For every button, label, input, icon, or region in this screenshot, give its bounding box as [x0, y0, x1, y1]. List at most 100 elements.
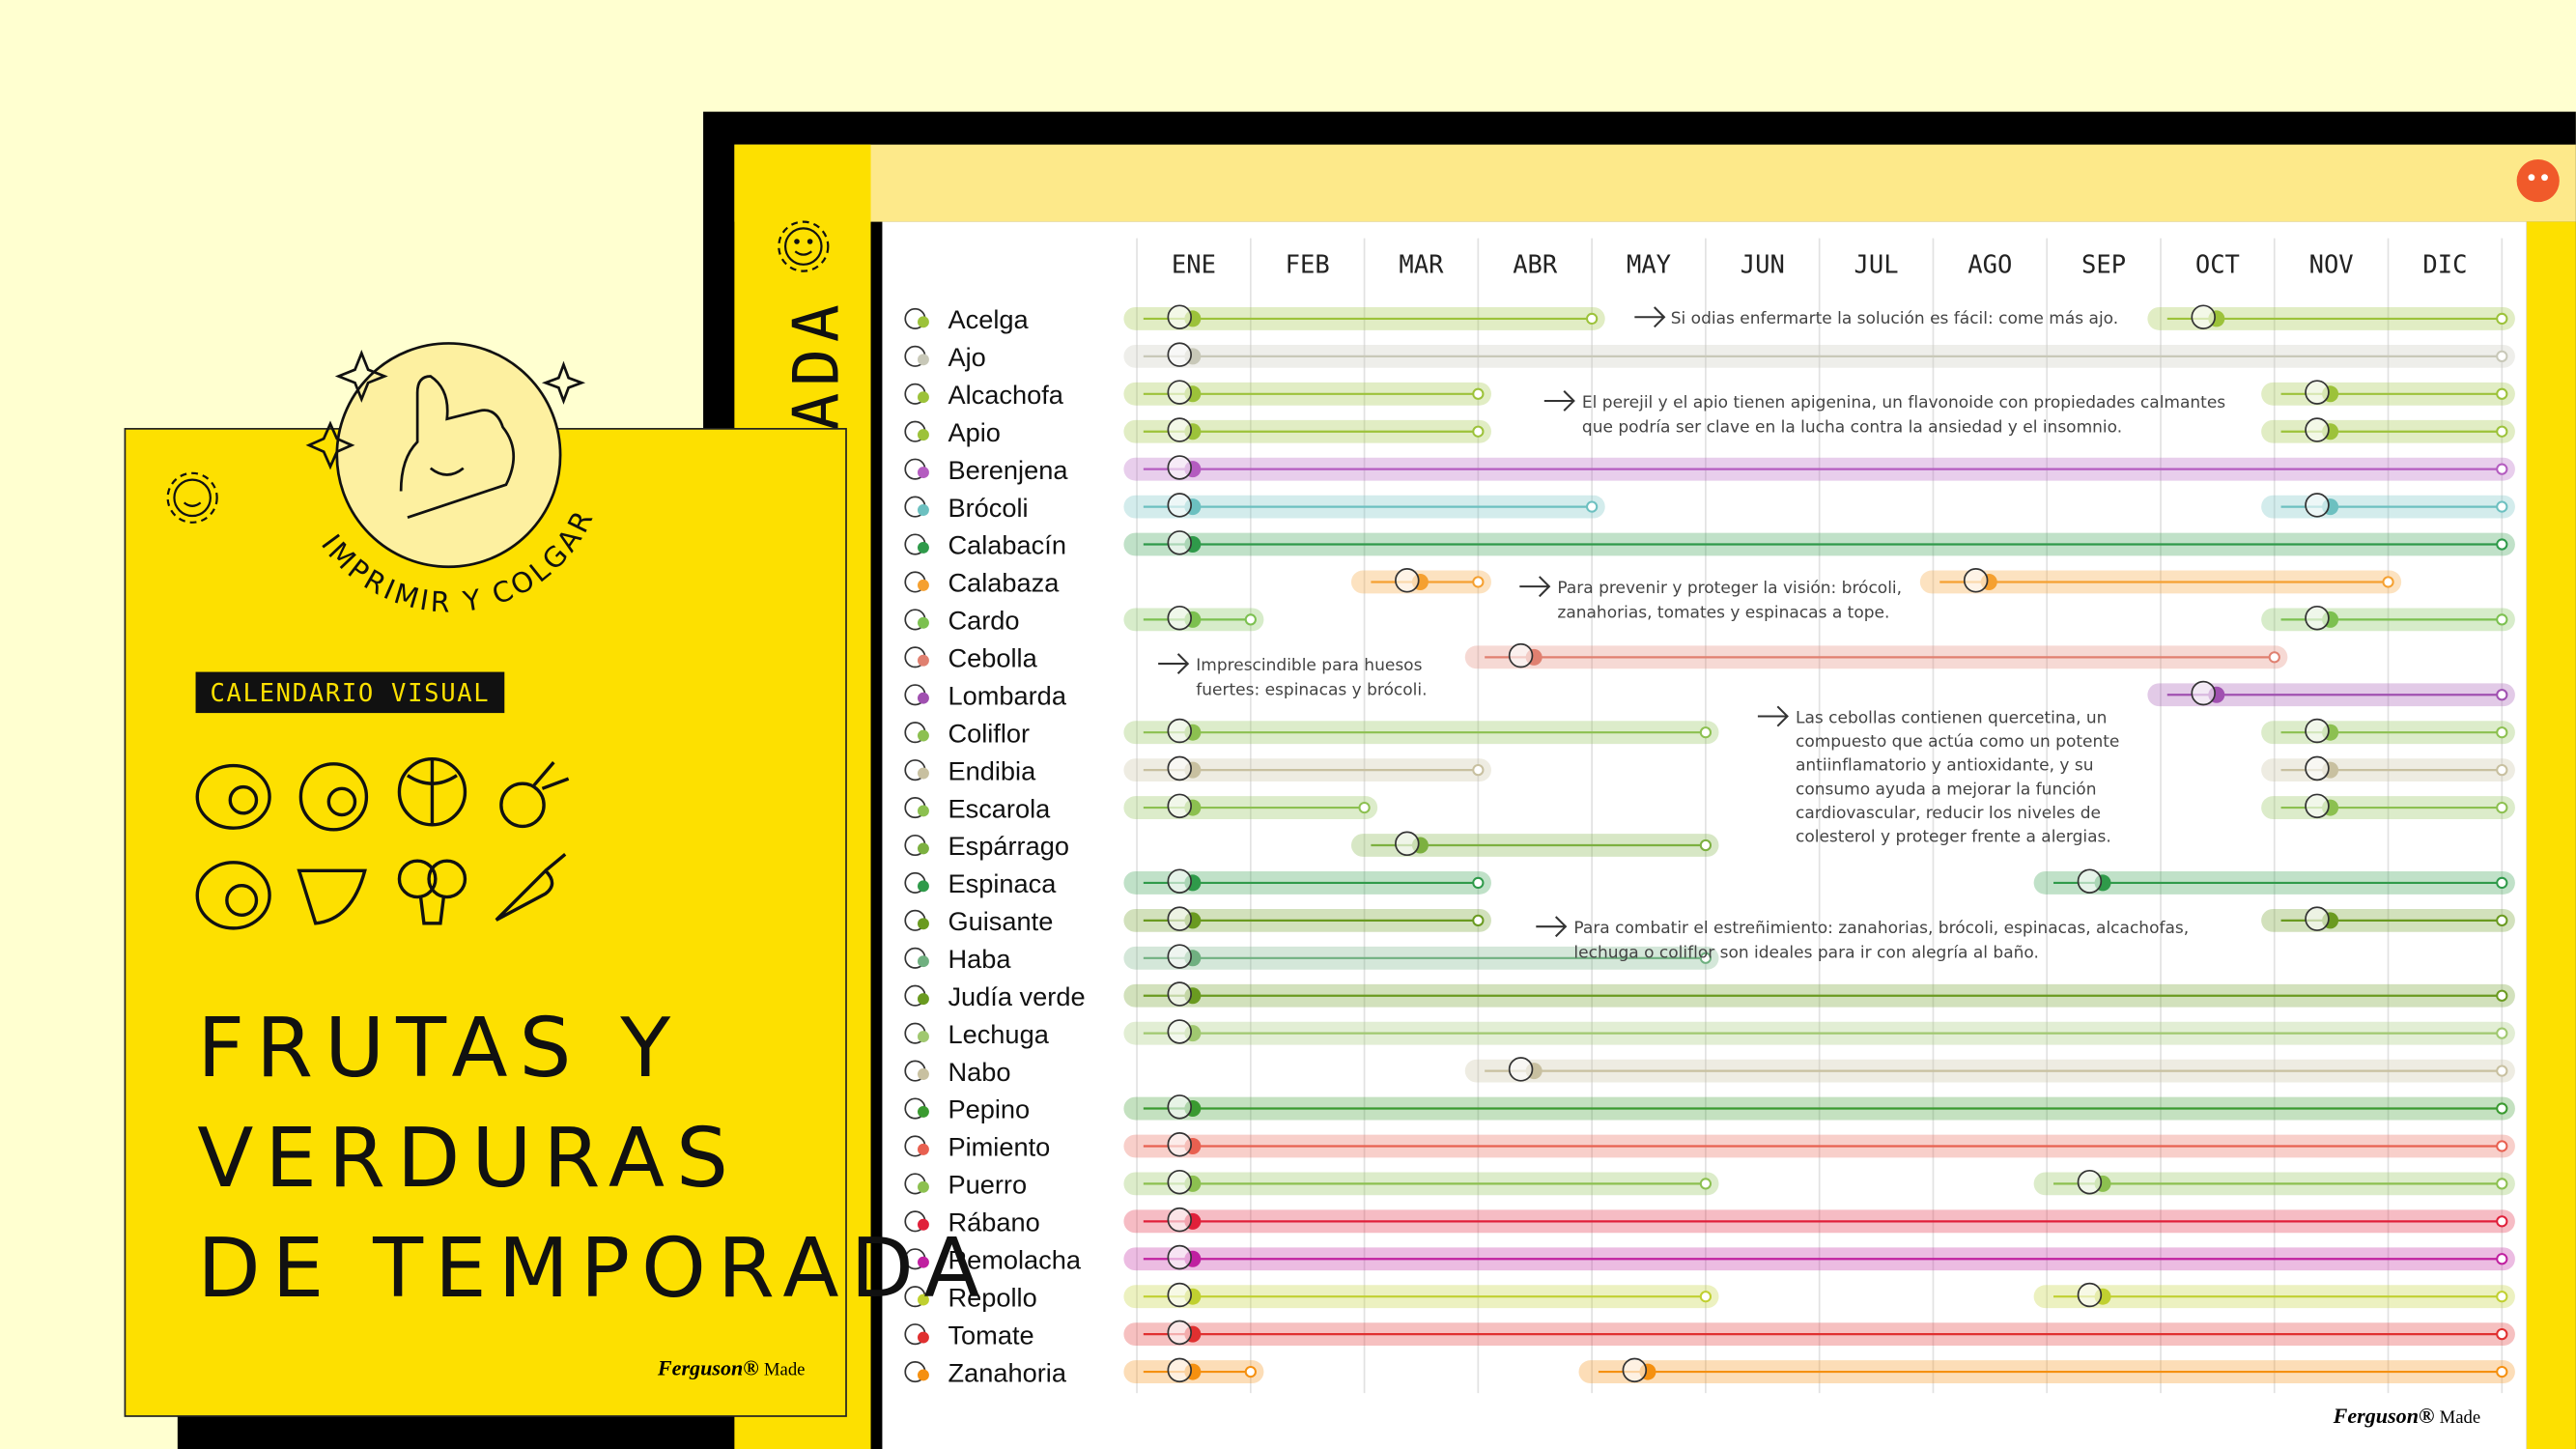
- season-icon: [1167, 304, 1193, 329]
- produce-dot: [917, 955, 929, 968]
- season-icon: [1167, 944, 1193, 969]
- season-icon: [1167, 1282, 1193, 1308]
- season-end: [1699, 952, 1713, 964]
- season-icon: [1508, 1057, 1534, 1082]
- season-end: [2496, 764, 2508, 777]
- season-end: [2496, 312, 2508, 326]
- note-line: cardiovascular, reducir los niveles de: [1796, 804, 2101, 823]
- season-icon: [2305, 793, 2330, 819]
- season-end: [2496, 1365, 2508, 1378]
- season-end: [1472, 576, 1485, 588]
- season-icon: [1167, 530, 1193, 555]
- season-icon: [2305, 605, 2330, 631]
- season-icon: [1167, 718, 1193, 744]
- season-icon: [1167, 493, 1193, 518]
- season-end: [2496, 1102, 2508, 1115]
- season-icon: [1167, 1207, 1193, 1233]
- season-icon: [1395, 568, 1420, 593]
- calendar: ENE FEB MAR ABR MAY JUN JUL AGO SEP OCT NOV DIC Acel…: [904, 238, 2515, 1394]
- season-end: [2496, 1065, 2508, 1077]
- produce-dot: [917, 842, 929, 855]
- produce-dot: [917, 880, 929, 893]
- note-line: que podría ser clave en la lucha contra …: [1582, 417, 2122, 437]
- season-end: [2496, 613, 2508, 626]
- cover-title-line: VERDURAS: [197, 1111, 740, 1207]
- season-icon: [2191, 680, 2216, 706]
- season-icon: [2191, 304, 2216, 329]
- produce-name: Haba: [948, 944, 1011, 974]
- season-end: [2268, 651, 2280, 664]
- season-icon: [2305, 380, 2330, 405]
- season-end: [2496, 1328, 2508, 1341]
- produce-dot: [917, 391, 929, 404]
- produce-name: Nabo: [948, 1057, 1010, 1087]
- produce-dot: [917, 692, 929, 704]
- note-line: Para combatir el estreñimiento: zanahori…: [1573, 919, 2189, 938]
- season-end: [2496, 1215, 2508, 1228]
- produce-name: Pepino: [948, 1094, 1030, 1124]
- produce-name: Lechuga: [948, 1019, 1049, 1049]
- produce-dot: [917, 616, 929, 629]
- season-icon: [1167, 1169, 1193, 1195]
- produce-dot: [917, 918, 929, 930]
- poster-sheet: [882, 221, 2527, 1449]
- produce-dot: [917, 767, 929, 780]
- season-icon: [1167, 1094, 1193, 1120]
- produce-name: Brócoli: [948, 493, 1028, 523]
- produce-dot: [917, 429, 929, 441]
- brand-suffix: Made: [2440, 1407, 2481, 1428]
- heart-icon: [2516, 158, 2560, 203]
- season-icon: [1167, 906, 1193, 931]
- produce-name: Alcachofa: [948, 380, 1063, 410]
- cover-card: [124, 428, 847, 1417]
- season-icon: [2305, 417, 2330, 442]
- season-icon: [1167, 1320, 1193, 1346]
- produce-name: Ajo: [948, 342, 985, 372]
- season-end: [1586, 312, 1599, 326]
- season-end: [2496, 1027, 2508, 1039]
- month-label: ENE: [1172, 250, 1216, 279]
- produce-name: Puerro: [948, 1170, 1027, 1200]
- poster-top-band: [734, 144, 2576, 222]
- produce-dot: [917, 1331, 929, 1344]
- month-label: JUN: [1741, 250, 1785, 279]
- produce-name: Cebolla: [948, 643, 1037, 673]
- cover-label: CALENDARIO VISUAL: [210, 679, 490, 708]
- season-icon: [2305, 906, 2330, 931]
- season-end: [2496, 914, 2508, 926]
- produce-name: Berenjena: [948, 455, 1068, 485]
- produce-dot: [917, 654, 929, 667]
- note-line: antiinflamatorio y antioxidante, y su: [1796, 756, 2093, 776]
- poster-right-band: [2526, 221, 2576, 1449]
- produce-dot: [917, 993, 929, 1006]
- badge-illustration: [305, 342, 586, 569]
- produce-name: Espárrago: [948, 831, 1069, 861]
- month-label: MAY: [1627, 250, 1671, 279]
- month-label: OCT: [2195, 250, 2240, 279]
- note-line: Si odias enfermarte la solución es fácil…: [1671, 309, 2118, 328]
- produce-dot: [917, 1180, 929, 1193]
- season-end: [1472, 387, 1485, 400]
- produce-name: Repollo: [948, 1282, 1036, 1312]
- season-icon: [1167, 1132, 1193, 1157]
- produce-name: Espinaca: [948, 868, 1057, 898]
- produce-name: Zanahoria: [948, 1357, 1066, 1387]
- season-end: [1472, 425, 1485, 438]
- label-box: [195, 671, 505, 714]
- season-end: [1699, 1178, 1713, 1190]
- produce-dot: [917, 1256, 929, 1268]
- produce-name: Acelga: [948, 304, 1029, 334]
- produce-dot: [917, 579, 929, 591]
- season-icon: [1167, 868, 1193, 894]
- month-label: DIC: [2422, 250, 2467, 279]
- brand: Ferguson®: [657, 1355, 759, 1379]
- season-end: [2496, 425, 2508, 438]
- season-end: [2496, 726, 2508, 739]
- produce-name: Cardo: [948, 606, 1019, 636]
- season-icon: [1622, 1357, 1648, 1383]
- produce-name: Guisante: [948, 906, 1053, 936]
- note-arrow: [1543, 390, 1575, 412]
- sun-icon: [778, 220, 830, 272]
- produce-dot: [917, 316, 929, 328]
